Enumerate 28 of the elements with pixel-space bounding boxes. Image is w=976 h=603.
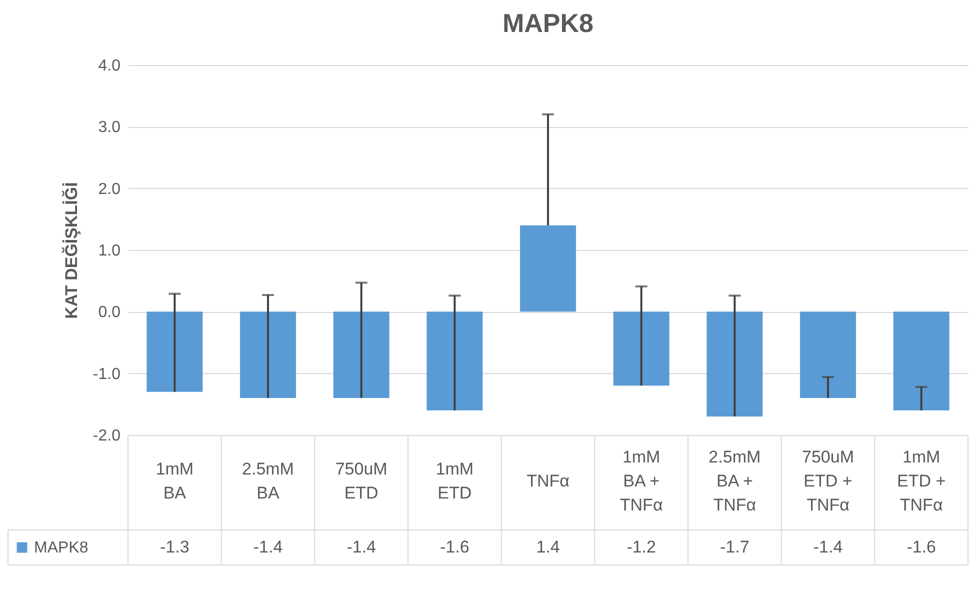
y-tick-label: 0.0 xyxy=(98,304,121,322)
y-tick-label: 2.0 xyxy=(98,180,121,198)
x-tick-label: TNFα xyxy=(526,472,570,490)
data-label: -1.4 xyxy=(346,538,376,556)
x-tick-label: 750uM ETD xyxy=(335,460,388,502)
y-tick-label: 1.0 xyxy=(98,242,121,260)
y-tick-label: 3.0 xyxy=(98,119,121,136)
data-label: -1.7 xyxy=(720,538,750,556)
y-tick-label: 4.0 xyxy=(98,58,121,74)
data-label: -1.3 xyxy=(160,538,190,556)
x-tick-label: 2.5mM BA xyxy=(242,460,294,502)
y-axis-title: KAT DEĞİŞKLİĞİ xyxy=(60,182,81,319)
data-label: -1.6 xyxy=(906,538,936,556)
data-label: -1.2 xyxy=(626,538,656,556)
x-tick-label: 1mM BA + TNFα xyxy=(620,448,663,514)
data-label: 1.4 xyxy=(536,538,560,556)
y-tick-label: -1.0 xyxy=(92,366,121,383)
data-label: -1.6 xyxy=(440,538,470,556)
x-tick-label: 1mM ETD + TNFα xyxy=(897,448,946,514)
chart-title: MAPK8 xyxy=(502,8,594,38)
legend-label: MAPK8 xyxy=(34,540,88,556)
x-tick-label: 2.5mM BA + TNFα xyxy=(708,448,761,514)
x-tick-label: 1mM BA xyxy=(156,460,194,502)
data-label: -1.4 xyxy=(813,538,843,556)
data-label: -1.4 xyxy=(253,538,283,556)
x-tick-label: 1mM ETD xyxy=(436,460,474,502)
x-tick-label: 750uM ETD + TNFα xyxy=(802,448,854,514)
y-tick-label: -2.0 xyxy=(92,428,121,444)
